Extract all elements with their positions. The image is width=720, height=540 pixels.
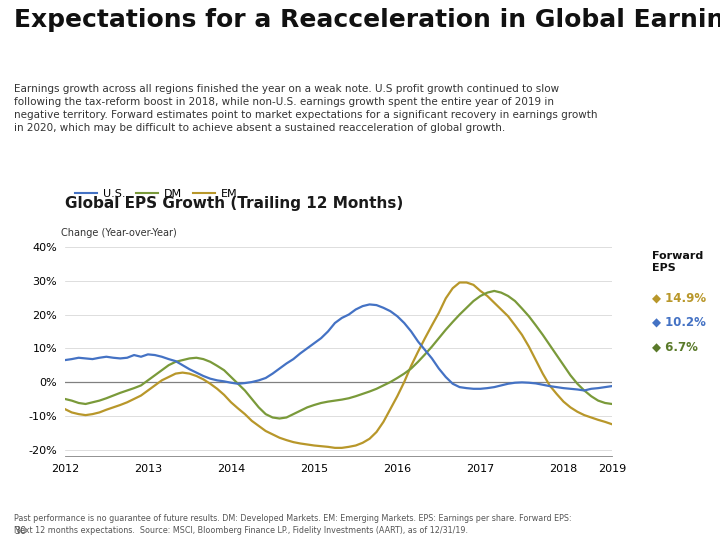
- Legend: U.S., DM, EM: U.S., DM, EM: [71, 184, 242, 203]
- Text: Earnings growth across all regions finished the year on a weak note. U.S profit : Earnings growth across all regions finis…: [14, 84, 598, 133]
- Text: 30: 30: [14, 525, 27, 536]
- Text: Global EPS Growth (Trailing 12 Months): Global EPS Growth (Trailing 12 Months): [65, 195, 403, 211]
- Text: Expectations for a Reacceleration in Global Earnings: Expectations for a Reacceleration in Glo…: [14, 8, 720, 32]
- Text: ◆ 14.9%: ◆ 14.9%: [652, 292, 706, 305]
- Text: ◆ 10.2%: ◆ 10.2%: [652, 316, 706, 329]
- Text: Forward
EPS: Forward EPS: [652, 251, 703, 273]
- Text: ASSET MARKETS: ASSET MARKETS: [696, 255, 705, 339]
- Text: Past performance is no guarantee of future results. DM: Developed Markets. EM: E: Past performance is no guarantee of futu…: [14, 514, 572, 535]
- Text: ◆ 6.7%: ◆ 6.7%: [652, 340, 698, 353]
- Text: Change (Year-over-Year): Change (Year-over-Year): [61, 227, 177, 238]
